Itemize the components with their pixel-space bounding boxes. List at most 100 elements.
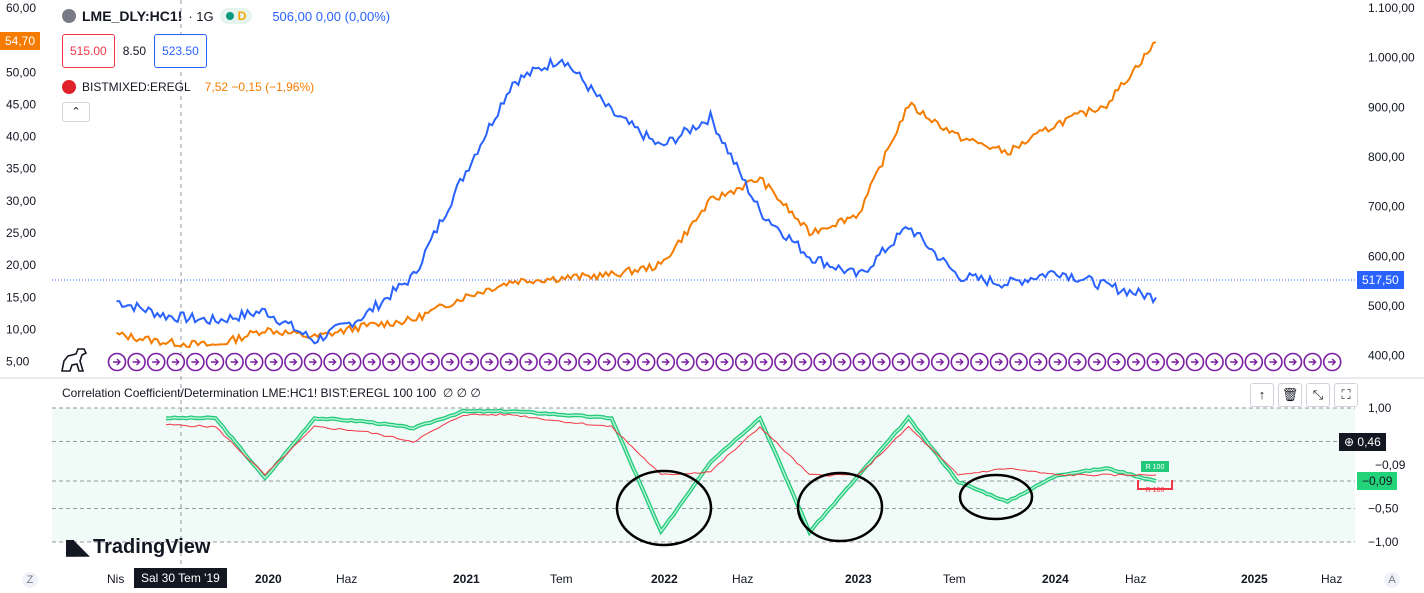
- event-marker-icon[interactable]: [1244, 352, 1264, 372]
- move-up-icon[interactable]: ↑: [1250, 383, 1274, 407]
- event-marker-icon[interactable]: [1028, 352, 1048, 372]
- indicator-title[interactable]: Correlation Coefficient/Determination LM…: [62, 386, 481, 400]
- event-marker-icon[interactable]: [832, 352, 852, 372]
- event-marker-icon[interactable]: [421, 352, 440, 372]
- event-marker-icon[interactable]: [342, 352, 362, 372]
- event-marker-icon[interactable]: [460, 352, 480, 372]
- event-marker-icon[interactable]: [1322, 352, 1342, 372]
- event-marker-icon[interactable]: [225, 352, 244, 372]
- annotation-ellipse[interactable]: [615, 469, 713, 547]
- event-marker-icon[interactable]: [127, 352, 146, 372]
- event-marker-icon[interactable]: [1224, 352, 1244, 372]
- event-marker-icon[interactable]: [440, 352, 460, 372]
- sell-button[interactable]: 515.00: [62, 34, 115, 68]
- chevron-up-icon[interactable]: ⌃: [62, 102, 90, 122]
- event-marker-icon[interactable]: [1264, 352, 1283, 372]
- indicator-axis-tick: 1,00: [1368, 401, 1392, 415]
- event-marker-icon[interactable]: [715, 352, 734, 372]
- event-marker-icon[interactable]: [970, 352, 989, 372]
- collapse-pane-icon[interactable]: ⤡: [1306, 383, 1330, 407]
- event-marker-icon[interactable]: [323, 352, 342, 372]
- event-marker-icon[interactable]: [656, 352, 676, 372]
- event-marker-icon[interactable]: [519, 352, 538, 372]
- symbol-icon: [62, 9, 76, 23]
- symbol-values: 506,00 0,00 (0,00%): [272, 8, 391, 24]
- zoom-toggle-button[interactable]: Z: [22, 572, 38, 588]
- event-marker-icon[interactable]: [774, 352, 793, 372]
- event-marker-icon[interactable]: [538, 352, 558, 372]
- left-axis-tick: 15,00: [6, 290, 36, 304]
- event-marker-icon[interactable]: [950, 352, 970, 372]
- event-marker-icon[interactable]: [813, 352, 832, 372]
- event-marker-icon[interactable]: [1283, 352, 1303, 372]
- event-marker-icon[interactable]: [636, 352, 656, 372]
- event-marker-icon[interactable]: [186, 352, 205, 372]
- auto-scale-button[interactable]: A: [1384, 572, 1400, 588]
- event-marker-icon[interactable]: [1146, 352, 1166, 372]
- event-marker-icon[interactable]: [989, 352, 1009, 372]
- interval-label[interactable]: · 1G: [188, 8, 214, 24]
- left-axis-tick: 45,00: [6, 97, 36, 111]
- event-marker-icon[interactable]: [107, 352, 127, 372]
- event-marker-icon[interactable]: [382, 352, 401, 372]
- event-marker-icon[interactable]: [244, 352, 264, 372]
- event-marker-icon[interactable]: [166, 352, 186, 372]
- buy-button[interactable]: 523.50: [154, 34, 207, 68]
- event-marker-icon[interactable]: [362, 352, 382, 372]
- time-axis-label: Haz: [336, 572, 358, 586]
- event-marker-icon[interactable]: [1068, 352, 1087, 372]
- event-marker-icon[interactable]: [930, 352, 950, 372]
- event-marker-icon[interactable]: [911, 352, 930, 372]
- event-marker-icon[interactable]: [1205, 352, 1224, 372]
- event-marker-icon[interactable]: [1185, 352, 1205, 372]
- tradingview-logo[interactable]: ▮◣ TradingView: [64, 534, 210, 560]
- event-marker-icon[interactable]: [578, 352, 597, 372]
- right-axis-tick: 1.000,00: [1368, 51, 1415, 65]
- event-marker-icon[interactable]: [480, 352, 499, 372]
- event-marker-icon[interactable]: [617, 352, 636, 372]
- maximize-pane-icon[interactable]: ⛶: [1334, 383, 1358, 407]
- event-marker-icon[interactable]: [1107, 352, 1126, 372]
- event-marker-icon[interactable]: [264, 352, 284, 372]
- event-marker-icon[interactable]: [205, 352, 225, 372]
- event-marker-icon[interactable]: [676, 352, 695, 372]
- secondary-legend[interactable]: BISTMIXED:EREGL 7,52 −0,15 (−1,96%): [62, 80, 314, 94]
- annotation-ellipse[interactable]: [958, 473, 1034, 521]
- event-marker-icon[interactable]: [1009, 352, 1028, 372]
- symbol-name[interactable]: LME_DLY:HC1!: [82, 8, 183, 24]
- right-price-axis[interactable]: 1.100,00 1.000,00 900,00 800,00 700,00 600,00…: [1368, 1, 1415, 363]
- event-marker-icon[interactable]: [401, 352, 421, 372]
- series-hc1-line: [116, 56, 1157, 345]
- annotation-ellipse[interactable]: [796, 471, 884, 543]
- left-axis-tick: 20,00: [6, 258, 36, 272]
- event-marker-icon[interactable]: [303, 352, 323, 372]
- event-marker-icon[interactable]: [597, 352, 617, 372]
- event-marker-icon[interactable]: [852, 352, 872, 372]
- event-marker-icon[interactable]: [872, 352, 891, 372]
- event-marker-icon[interactable]: [1087, 352, 1107, 372]
- event-marker-icon[interactable]: [1126, 352, 1146, 372]
- event-marker-icon[interactable]: [793, 352, 813, 372]
- indicator-axis[interactable]: 1,00 −0,50 −1,00: [1368, 401, 1399, 549]
- dino-icon[interactable]: [61, 348, 88, 372]
- event-marker-icon[interactable]: [1166, 352, 1185, 372]
- event-marker-icon[interactable]: [734, 352, 754, 372]
- event-marker-icon[interactable]: [1048, 352, 1068, 372]
- event-marker-icon[interactable]: [284, 352, 303, 372]
- event-marker-icon[interactable]: [146, 352, 166, 372]
- event-marker-icon[interactable]: [695, 352, 715, 372]
- event-marker-icon[interactable]: [499, 352, 519, 372]
- secondary-symbol[interactable]: BISTMIXED:EREGL: [82, 80, 191, 94]
- right-axis-tick: 400,00: [1368, 349, 1405, 363]
- market-status-badge[interactable]: D: [219, 8, 253, 24]
- event-marker-icon[interactable]: [891, 352, 911, 372]
- event-marker-icon[interactable]: [754, 352, 774, 372]
- main-legend[interactable]: LME_DLY:HC1! · 1G D 506,00 0,00 (0,00%): [62, 8, 390, 24]
- delete-icon[interactable]: 🗑: [1278, 383, 1302, 407]
- event-marker-icon[interactable]: [1303, 352, 1322, 372]
- event-marker-icon[interactable]: [558, 352, 578, 372]
- left-axis-tick: 5,00: [6, 355, 30, 369]
- event-markers-row[interactable]: [107, 352, 1342, 372]
- left-price-axis[interactable]: 60,0055,0050,0045,0040,0035,0030,0025,00…: [6, 1, 36, 369]
